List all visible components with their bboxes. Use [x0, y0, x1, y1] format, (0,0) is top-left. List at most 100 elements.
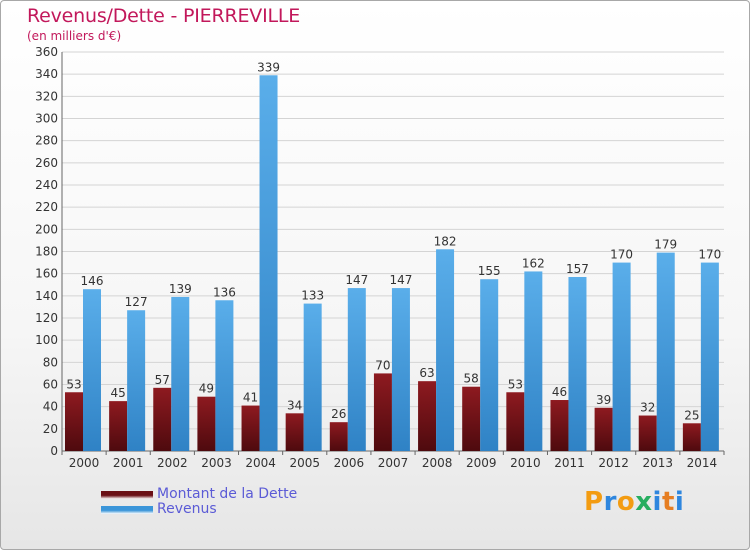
data-label-revenus: 162: [522, 256, 545, 270]
y-tick-label: 120: [35, 311, 58, 325]
bar-revenus: [259, 75, 278, 452]
data-label-dette: 45: [110, 386, 125, 400]
bar-dette: [109, 401, 128, 451]
bar-dette: [418, 381, 437, 451]
x-tick-label: 2006: [334, 456, 365, 470]
y-tick-label: 0: [50, 444, 58, 458]
bar-dette: [329, 422, 348, 451]
x-tick-label: 2001: [113, 456, 144, 470]
bar-revenus: [303, 303, 322, 451]
bar-revenus: [127, 310, 146, 451]
y-tick-label: 180: [35, 245, 58, 259]
data-label-dette: 26: [331, 407, 346, 421]
data-label-revenus: 170: [698, 248, 721, 262]
bar-revenus: [83, 289, 101, 451]
y-tick-label: 160: [35, 267, 58, 281]
logo-letter: i: [674, 487, 685, 517]
bar-dette: [65, 392, 83, 451]
bar-dette: [285, 413, 304, 451]
y-tick-label: 280: [35, 134, 58, 148]
x-tick-label: 2007: [378, 456, 409, 470]
data-label-dette: 58: [464, 372, 479, 386]
data-label-dette: 53: [508, 377, 523, 391]
logo-letter: i: [652, 487, 662, 517]
y-tick-label: 200: [35, 222, 58, 236]
x-tick-label: 2000: [69, 456, 100, 470]
logo-letter: o: [616, 487, 636, 517]
data-label-revenus: 146: [81, 274, 104, 288]
data-label-dette: 53: [66, 377, 81, 391]
y-tick-label: 60: [43, 378, 58, 392]
data-label-dette: 25: [684, 408, 699, 422]
data-label-revenus: 133: [301, 289, 324, 303]
bar-dette: [506, 392, 525, 451]
y-tick-label: 100: [35, 333, 58, 347]
data-label-revenus: 127: [125, 295, 148, 309]
bar-revenus: [480, 279, 499, 451]
data-label-revenus: 157: [566, 262, 589, 276]
legend-label-dette: Montant de la Dette: [157, 486, 298, 502]
data-label-revenus: 139: [169, 282, 192, 296]
data-label-revenus: 179: [654, 238, 677, 252]
data-label-revenus: 182: [434, 234, 457, 248]
y-tick-label: 260: [35, 156, 58, 170]
x-tick-label: 2005: [289, 456, 320, 470]
bar-revenus: [171, 296, 190, 451]
x-tick-label: 2008: [422, 456, 453, 470]
data-label-dette: 39: [596, 393, 611, 407]
data-label-revenus: 170: [610, 248, 633, 262]
bar-revenus: [612, 262, 631, 451]
bar-dette: [197, 396, 216, 451]
y-tick-label: 220: [35, 200, 58, 214]
x-tick-label: 2013: [643, 456, 674, 470]
bar-revenus: [524, 271, 543, 451]
bar-dette: [682, 423, 701, 451]
legend-swatch-revenus: [101, 506, 153, 514]
bar-revenus: [700, 262, 719, 451]
bar-dette: [462, 386, 481, 451]
bar-revenus: [347, 288, 366, 451]
x-tick-label: 2004: [245, 456, 276, 470]
bar-revenus: [215, 300, 234, 451]
bar-revenus: [568, 276, 587, 451]
data-label-revenus: 136: [213, 285, 236, 299]
y-tick-label: 320: [35, 89, 58, 103]
logo-letter: t: [661, 487, 675, 517]
y-tick-label: 240: [35, 178, 58, 192]
bar-dette: [241, 405, 260, 451]
bar-dette: [373, 373, 392, 451]
logo-letter: x: [635, 487, 653, 517]
logo-letter: r: [603, 487, 617, 517]
logo-letter: P: [584, 487, 604, 517]
y-tick-label: 40: [43, 400, 58, 414]
bar-dette: [638, 415, 657, 451]
x-tick-label: 2002: [157, 456, 188, 470]
x-tick-label: 2010: [510, 456, 541, 470]
chart-title: Revenus/Dette - PIERREVILLE: [27, 5, 301, 27]
data-label-dette: 34: [287, 398, 302, 412]
bar-dette: [594, 407, 613, 451]
y-tick-label: 300: [35, 112, 58, 126]
data-label-revenus: 155: [478, 264, 501, 278]
x-tick-label: 2003: [201, 456, 232, 470]
data-label-dette: 46: [552, 385, 567, 399]
data-label-revenus: 339: [257, 60, 280, 74]
x-tick-label: 2014: [687, 456, 718, 470]
chart-subtitle: (en milliers d'€): [27, 29, 122, 43]
data-label-dette: 49: [199, 382, 214, 396]
bar-revenus: [436, 249, 455, 451]
y-tick-label: 20: [43, 422, 58, 436]
data-label-dette: 63: [419, 366, 434, 380]
data-label-dette: 32: [640, 401, 655, 415]
data-label-dette: 57: [155, 373, 170, 387]
y-tick-label: 140: [35, 289, 58, 303]
x-tick-label: 2011: [554, 456, 585, 470]
bar-revenus: [391, 288, 410, 451]
y-tick-label: 80: [43, 355, 58, 369]
data-label-revenus: 147: [389, 273, 412, 287]
proxiti-logo: Proxiti: [584, 487, 684, 517]
bar-revenus: [656, 252, 675, 451]
x-tick-label: 2009: [466, 456, 497, 470]
